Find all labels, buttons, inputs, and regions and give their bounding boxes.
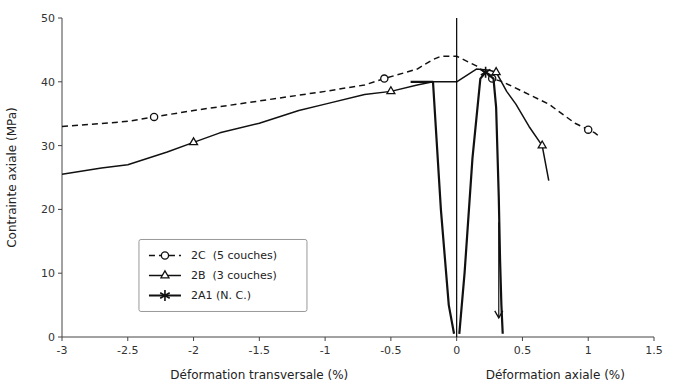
x-tick-label: -1 [320,344,331,357]
legend-label: 2B (3 couches) [191,269,277,282]
x-tick [654,337,655,341]
x-tick [127,337,128,341]
series-line [62,56,599,136]
x-tick [588,337,589,341]
x-tick [62,337,63,341]
x-tick-label: -3 [57,344,68,357]
x-tick [456,337,457,341]
series-marker [150,113,157,120]
series-marker [381,75,388,82]
x-tick [522,337,523,341]
series-marker [585,126,592,133]
chart: -3 -2.5 -2 -1.5 -1 -0.5 0 0.5 1 1.5 0 10 20 30 40 50 Con… [0,0,674,389]
y-tick [58,81,62,82]
legend-label: 2A1 (N. C.) [191,289,251,302]
y-tick-label: 40 [41,76,55,89]
y-tick [58,18,62,19]
y-tick-label: 50 [41,12,55,25]
y-tick [58,273,62,274]
legend-marker [161,271,169,278]
x-tick-label: 1 [585,344,592,357]
x-tick [325,337,326,341]
x-tick-label: -2.5 [117,344,138,357]
y-tick-label: 20 [41,203,55,216]
series-marker [492,68,500,75]
y-tick [58,145,62,146]
legend-marker [161,252,168,259]
axes: -3 -2.5 -2 -1.5 -1 -0.5 0 0.5 1 1.5 0 10 20 30 40 50 [41,12,663,357]
x-tick-label: -2 [188,344,199,357]
x-tick-label: -0.5 [380,344,401,357]
series-marker [190,138,198,145]
y-tick-label: 30 [41,140,55,153]
x-axis-label: Déformation axiale (%) [486,368,625,382]
x-tick-label: 1.5 [645,344,663,357]
x-tick-label: -1.5 [249,344,270,357]
series-marker [387,87,395,94]
x-tick [390,337,391,341]
divider-line [456,18,457,337]
x-tick [193,337,194,341]
y-tick-label: 10 [41,267,55,280]
legend-marker [160,290,170,301]
plot-area [62,56,599,334]
legend-label: 2C (5 couches) [191,249,277,262]
series [62,56,599,136]
y-axis-line [62,18,63,337]
x-tick-label: 0 [453,344,460,357]
series-marker [481,67,491,78]
x-axis-line [62,337,654,338]
y-tick-label: 0 [48,331,55,344]
x-tick [259,337,260,341]
x-axis-label: Déformation transversale (%) [170,368,348,382]
x-tick-label: 0.5 [514,344,532,357]
y-tick [58,209,62,210]
arrow [498,222,499,318]
y-axis-label: Contrainte axiale (MPa) [5,107,19,248]
legend-frame [139,239,307,311]
legend: 2C (5 couches) 2B (3 couches) 2A1 (N. C.) [139,239,307,311]
y-tick [58,337,62,338]
series-marker [538,141,546,148]
